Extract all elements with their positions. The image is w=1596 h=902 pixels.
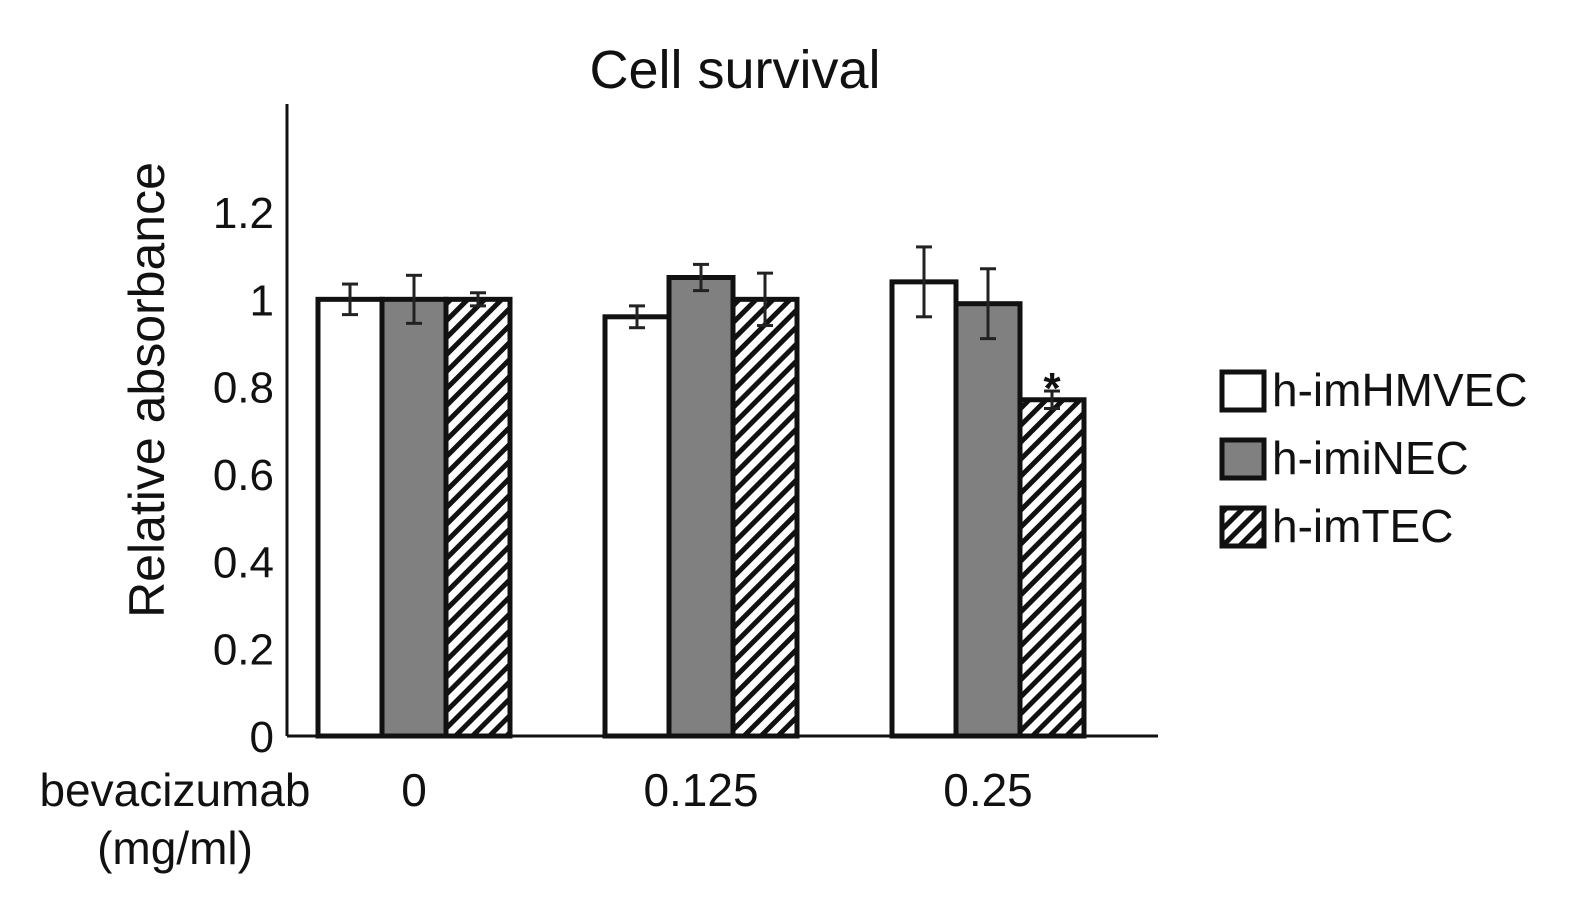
y-axis-label: Relative absorbance [119,162,175,618]
error-bar-h-imiNEC-0.125 [693,262,709,293]
chart-title: Cell survival [589,40,880,100]
bars-group [315,275,1087,739]
legend-swatch-h-imHMVEC [1219,369,1267,413]
x-category-label: 0.25 [943,764,1033,816]
x-category-label: 0 [401,764,427,816]
bar-h-imHMVEC-0.25 [889,279,959,739]
bar-h-imiNEC-0.125 [666,275,736,739]
y-tick-label: 0 [250,713,274,762]
x-axis-categories: 0 0.125 0.25 [401,764,1033,816]
x-axis-label-line-2: (mg/ml) [97,822,253,874]
y-tick-label: 0.8 [213,364,274,413]
y-tick-label: 0.6 [213,451,274,500]
legend-swatch-h-imiNEC [1219,437,1267,481]
error-bar-h-imHMVEC-0.125 [629,304,645,330]
annotations: * [1043,364,1061,413]
bar-h-imTEC-0 [443,296,513,739]
legend-swatch-h-imTEC [1219,505,1267,549]
y-axis-ticks: 0 0.2 0.4 0.6 0.8 1 1.2 [213,189,274,762]
y-tick-label: 1 [250,276,274,325]
legend-label-h-imiNEC: h-imiNEC [1272,432,1469,484]
error-bar-h-imTEC-0 [470,291,486,308]
error-bar-h-imHMVEC-0.25 [916,245,932,319]
y-tick-label: 1.2 [213,189,274,238]
bar-h-imHMVEC-0.125 [602,314,672,739]
x-axis-label-line-1: bevacizumab [39,764,310,816]
bar-h-imTEC-0.25 [1017,397,1087,739]
bar-h-imiNEC-0.25 [953,301,1023,739]
error-bar-h-imiNEC-0.25 [980,267,996,341]
error-bar-h-imiNEC-0 [406,273,422,325]
bar-h-imTEC-0.125 [730,296,800,739]
bar-h-imHMVEC-0 [315,296,385,739]
legend-label-h-imHMVEC: h-imHMVEC [1272,364,1528,416]
legend: h-imHMVEC h-imiNEC h-imTEC [1219,364,1528,552]
bar-h-imiNEC-0 [379,296,449,739]
error-bar-h-imHMVEC-0 [342,282,358,317]
error-bar-h-imTEC-0.125 [757,271,773,328]
error-bar-h-imTEC-0.25 [1044,389,1060,410]
y-tick-label: 0.2 [213,626,274,675]
y-tick-label: 0.4 [213,538,274,587]
significance-marker: * [1043,364,1061,413]
x-category-label: 0.125 [643,764,758,816]
error-bars-group [342,245,1060,410]
legend-label-h-imTEC: h-imTEC [1272,500,1453,552]
